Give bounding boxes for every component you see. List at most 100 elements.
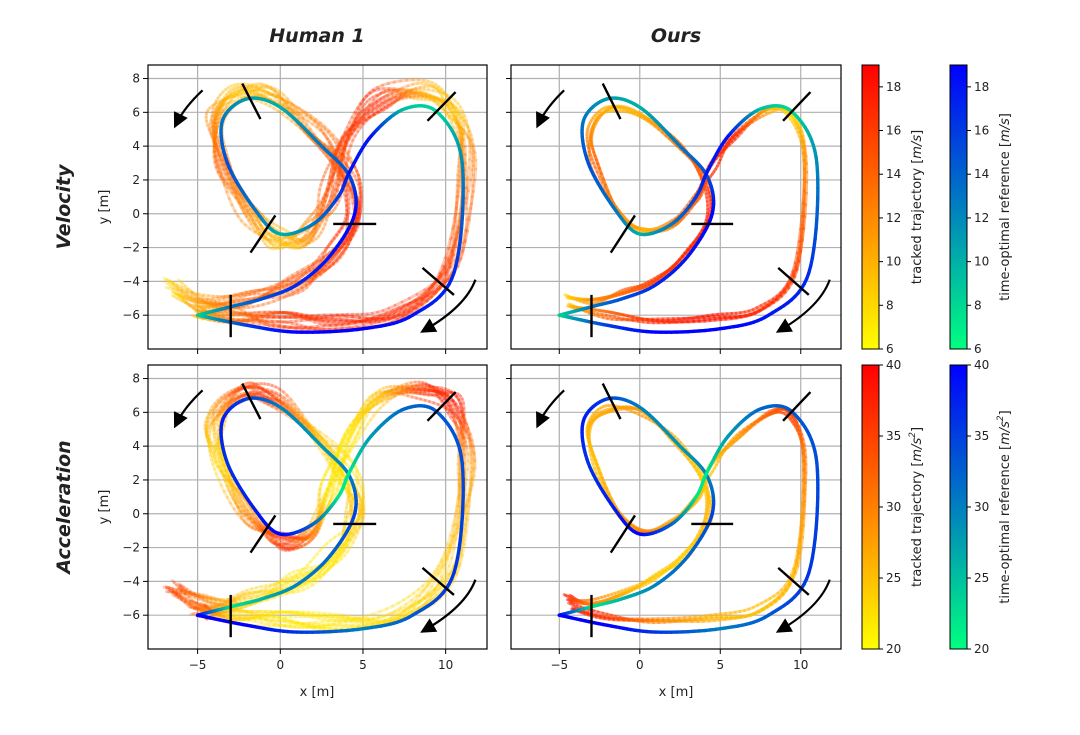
tracked-trajectory-segment (342, 155, 350, 162)
tracked-trajectory-segment (320, 194, 327, 205)
tracked-trajectory-segment (399, 303, 410, 311)
tracked-trajectory-segment (363, 100, 369, 106)
tracked-trajectory-segment (206, 106, 212, 113)
tracked-trajectory-segment (216, 149, 222, 158)
tracked-trajectory-segment (216, 135, 221, 144)
tracked-trajectory-segment (325, 181, 332, 191)
tracked-trajectory-segment (271, 394, 279, 402)
tracked-trajectory-segment (257, 87, 265, 93)
tracked-trajectory-segment (269, 285, 277, 292)
tracked-trajectory-segment (322, 206, 328, 212)
tracked-trajectory-segment (430, 290, 438, 299)
tracked-trajectory-segment (281, 105, 290, 111)
tracked-trajectory-segment (317, 219, 323, 227)
gate-marker (601, 83, 622, 120)
tracked-trajectory-segment (218, 157, 223, 166)
tracked-trajectory-segment (389, 101, 396, 107)
tracked-trajectory-segment (334, 141, 340, 148)
tracked-trajectory-segment (356, 126, 363, 134)
tracked-trajectory-segment (217, 140, 223, 149)
tracked-trajectory-segment (319, 147, 326, 155)
tracked-trajectory-segment (330, 313, 339, 318)
tracked-trajectory-segment (254, 219, 262, 227)
tracked-trajectory-segment (184, 300, 190, 307)
tracked-trajectory-segment (442, 258, 450, 271)
tracked-trajectory-segment (454, 207, 458, 223)
tracked-trajectory-segment (443, 108, 449, 116)
tracked-trajectory-segment (326, 199, 332, 208)
tracked-trajectory-segment (211, 130, 217, 140)
tracked-trajectory-segment (200, 317, 205, 321)
tracked-trajectory-segment (284, 101, 292, 110)
tracked-trajectory-segment (346, 149, 351, 160)
tracked-trajectory-segment (216, 429, 221, 438)
tracked-trajectory-segment (337, 174, 343, 183)
tracked-trajectory-segment (224, 101, 231, 109)
tracked-trajectory-segment (315, 203, 321, 210)
tracked-trajectory-segment (317, 208, 323, 217)
tracked-trajectory-segment (225, 172, 231, 181)
tracked-trajectory-segment (214, 99, 222, 105)
tracked-trajectory-segment (335, 230, 342, 237)
tracked-trajectory-segment (390, 96, 398, 101)
tracked-trajectory-segment (271, 287, 280, 293)
tracked-trajectory-segment (280, 245, 287, 250)
tracked-trajectory-segment (355, 107, 361, 116)
tracked-trajectory-segment (222, 168, 229, 176)
tracked-trajectory-segment (213, 154, 218, 164)
tracked-trajectory-segment (215, 102, 221, 108)
tracked-trajectory-segment (226, 182, 234, 190)
tracked-trajectory-segment (388, 309, 398, 316)
tracked-trajectory-segment (376, 309, 385, 314)
tracked-trajectory-segment (311, 259, 318, 267)
tracked-trajectory-segment (460, 240, 467, 254)
tracked-trajectory-segment (242, 318, 250, 323)
tracked-trajectory-segment (350, 120, 358, 129)
tracked-trajectory-segment (325, 212, 332, 218)
tracked-trajectory-segment (290, 107, 299, 113)
tracked-trajectory-segment (225, 166, 230, 176)
tracked-trajectory-segment (249, 594, 260, 599)
tracked-trajectory-segment (368, 318, 378, 323)
tracked-trajectory-segment (445, 265, 452, 277)
tracked-trajectory-segment (467, 157, 472, 170)
tracked-trajectory-segment (317, 200, 323, 207)
tracked-trajectory-segment (285, 241, 294, 246)
tracked-trajectory-segment (345, 137, 351, 146)
tracked-trajectory-segment (312, 225, 317, 231)
tracked-trajectory-segment (426, 93, 433, 99)
tracked-trajectory-segment (459, 105, 465, 113)
tracked-trajectory-segment (293, 235, 299, 240)
tracked-trajectory-segment (236, 214, 243, 223)
tracked-trajectory-segment (286, 242, 292, 247)
tracked-trajectory-segment (288, 236, 295, 241)
tracked-trajectory-segment (355, 217, 360, 225)
tracked-trajectory-segment (445, 111, 452, 118)
tracked-trajectory-segment (170, 293, 175, 298)
tracked-trajectory-segment (461, 238, 467, 252)
tracked-trajectory-segment (453, 205, 459, 220)
tracked-trajectory-segment (320, 248, 327, 255)
tracked-trajectory-segment (282, 98, 289, 105)
tracked-trajectory-segment (457, 137, 463, 147)
tracked-trajectory-segment (286, 311, 294, 316)
tracked-trajectory-segment (246, 89, 252, 93)
tracked-trajectory-segment (309, 235, 315, 242)
tracked-trajectory-segment (206, 297, 215, 301)
tracked-trajectory-segment (223, 144, 228, 152)
tracked-trajectory-segment (229, 182, 235, 191)
tracked-trajectory-segment (438, 267, 446, 278)
tracked-trajectory-segment (329, 160, 335, 171)
tracked-trajectory-segment (168, 279, 174, 284)
tracked-trajectory-segment (464, 122, 470, 129)
tracked-trajectory-segment (271, 244, 278, 250)
tracked-trajectory-segment (297, 238, 303, 243)
tracked-trajectory-segment (312, 317, 321, 322)
tracked-trajectory-segment (357, 108, 363, 116)
tracked-trajectory-segment (283, 405, 291, 413)
tracked-trajectory-segment (333, 161, 338, 171)
tracked-trajectory-segment (283, 311, 292, 316)
tracked-trajectory-segment (317, 267, 324, 275)
tracked-trajectory-segment (464, 119, 470, 128)
tracked-trajectory-segment (376, 314, 386, 320)
